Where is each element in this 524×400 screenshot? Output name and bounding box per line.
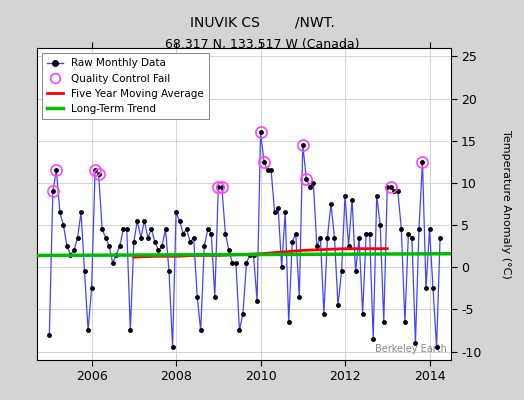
Y-axis label: Temperature Anomaly (°C): Temperature Anomaly (°C) [501,130,511,278]
Text: 68.317 N, 133.517 W (Canada): 68.317 N, 133.517 W (Canada) [165,38,359,51]
Legend: Raw Monthly Data, Quality Control Fail, Five Year Moving Average, Long-Term Tren: Raw Monthly Data, Quality Control Fail, … [42,53,209,119]
Text: INUVIK CS        /NWT.: INUVIK CS /NWT. [190,16,334,30]
Text: Berkeley Earth: Berkeley Earth [375,344,446,354]
